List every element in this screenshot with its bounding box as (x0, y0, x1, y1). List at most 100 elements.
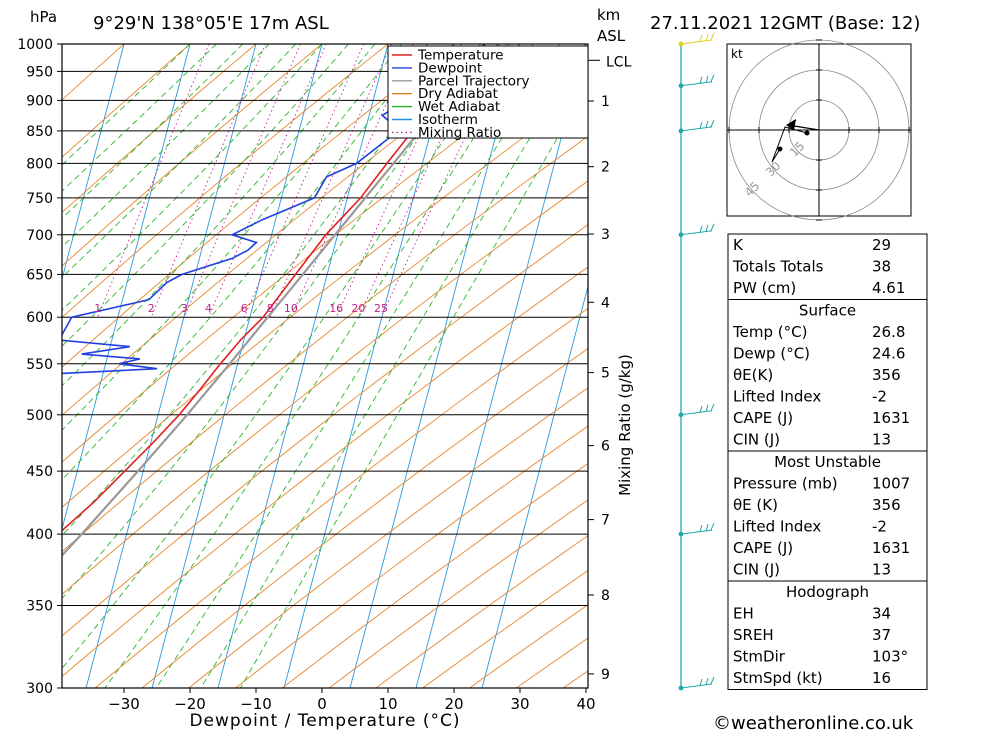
hodograph-row-label: StmSpd (kt) (733, 669, 823, 687)
mixing-ratio-label: 25 (374, 302, 388, 315)
wind-barb (681, 404, 714, 415)
mixing-ratio-axis-title: Mixing Ratio (g/kg) (616, 354, 634, 496)
km-tick-label: 1 (601, 94, 610, 110)
most-unstable-row-label: CAPE (J) (733, 539, 793, 557)
surface-row-value: 356 (872, 366, 901, 384)
most-unstable-row-value: -2 (872, 518, 887, 536)
hodograph-point (778, 147, 783, 152)
wind-barb (681, 523, 714, 534)
dry-adiabat-line (0, 44, 718, 688)
isotherm-lines (0, 44, 652, 688)
pressure-tick-label: 900 (26, 93, 53, 109)
pressure-axis: 3003504004505005506006507007508008509009… (17, 37, 62, 697)
surface-row-value: 26.8 (872, 323, 905, 341)
index-row-label: PW (cm) (733, 279, 796, 297)
wind-profile (679, 33, 714, 690)
km-label: km (597, 6, 620, 24)
wind-barb (681, 224, 714, 235)
surface-row-label: CAPE (J) (733, 409, 793, 427)
dry-adiabat-line (0, 44, 652, 688)
surface-row-value: 1631 (872, 409, 910, 427)
mixing-ratio-label: 3 (181, 302, 188, 315)
most-unstable-row-value: 1631 (872, 539, 910, 557)
pressure-tick-label: 300 (26, 681, 53, 697)
hodograph-row-value: 16 (872, 669, 891, 687)
pressure-tick-label: 800 (26, 156, 53, 172)
surface-section-title: Surface (799, 302, 856, 320)
hodograph-section-title: Hodograph (786, 583, 869, 601)
mixing-ratio-label: 16 (329, 302, 343, 315)
pressure-tick-label: 550 (26, 357, 53, 373)
isotherm-line (218, 44, 388, 688)
index-row-label: Totals Totals (732, 258, 824, 276)
mixing-ratio-line (209, 44, 327, 317)
temperature-tick-label: −30 (108, 695, 140, 713)
index-row-value: 29 (872, 236, 891, 254)
hodograph-point (805, 131, 810, 136)
pressure-tick-label: 450 (26, 464, 53, 480)
isotherm-line (152, 44, 322, 688)
dry-adiabat-line (0, 44, 784, 688)
mixing-ratio-label: 4 (205, 302, 212, 315)
surface-row-label: θE(K) (733, 366, 773, 384)
dry-adiabat-line (0, 44, 388, 688)
mixing-ratio-label: 6 (241, 302, 248, 315)
mixing-ratio-line (151, 44, 265, 317)
wet-adiabat-lines (0, 44, 612, 688)
mixing-ratio-line (244, 44, 364, 317)
pressure-tick-label: 650 (26, 267, 53, 283)
surface-row-label: Temp (°C) (732, 323, 807, 341)
pressure-tick-label: 750 (26, 191, 53, 207)
most-unstable-row-value: 13 (872, 561, 891, 579)
wet-adiabat-line (0, 44, 375, 688)
surface-row-value: 13 (872, 431, 891, 449)
temperature-tick-label: 30 (510, 695, 529, 713)
km-tick-label: 5 (601, 366, 610, 382)
most-unstable-row-value: 1007 (872, 475, 910, 493)
pressure-tick-label: 850 (26, 124, 53, 140)
legend-label: Mixing Ratio (418, 125, 501, 141)
temperature-tick-label: 40 (576, 695, 595, 713)
index-row-label: K (733, 236, 744, 254)
location-title: 9°29'N 138°05'E 17m ASL (93, 13, 329, 34)
most-unstable-row-label: CIN (J) (733, 561, 780, 579)
km-tick-label: 2 (601, 160, 610, 176)
hodograph-row-value: 34 (872, 605, 891, 623)
mixing-ratio-label: 2 (148, 302, 155, 315)
km-tick-label: 4 (601, 295, 610, 311)
pressure-tick-label: 1000 (17, 37, 53, 53)
km-tick-label: 7 (601, 513, 610, 529)
mixing-ratio-label: 20 (351, 302, 365, 315)
lcl-label: LCL (606, 54, 632, 70)
hodograph-row-label: EH (733, 605, 754, 623)
mixing-ratio-label: 8 (267, 302, 274, 315)
surface-row-label: Dewp (°C) (733, 345, 810, 363)
wet-adiabat-line (0, 44, 480, 688)
hodograph-row-label: SREH (733, 626, 774, 644)
mixing-ratio-label: 10 (284, 302, 298, 315)
index-row-value: 38 (872, 258, 891, 276)
surface-row-label: Lifted Index (733, 388, 821, 406)
asl-label: ASL (597, 27, 626, 45)
km-tick-label: 6 (601, 439, 610, 455)
surface-row-value: 24.6 (872, 345, 905, 363)
hodograph-row-value: 103° (872, 648, 908, 666)
most-unstable-row-label: Lifted Index (733, 518, 821, 536)
most-unstable-row-label: θE (K) (733, 496, 778, 514)
wind-barb (681, 677, 714, 688)
datetime-label: 27.11.2021 12GMT (Base: 12) (650, 13, 920, 34)
copyright-label: ©weatheronline.co.uk (713, 713, 914, 733)
mixing-ratio-line (98, 44, 209, 317)
x-axis-title: Dewpoint / Temperature (°C) (189, 711, 460, 731)
most-unstable-row-label: Pressure (mb) (733, 475, 838, 493)
pressure-tick-label: 500 (26, 408, 53, 424)
wind-barb (681, 33, 714, 44)
hodograph-row-value: 37 (872, 626, 891, 644)
surface-row-label: CIN (J) (733, 431, 780, 449)
pressure-tick-label: 700 (26, 228, 53, 244)
most-unstable-section-title: Most Unstable (774, 453, 881, 471)
